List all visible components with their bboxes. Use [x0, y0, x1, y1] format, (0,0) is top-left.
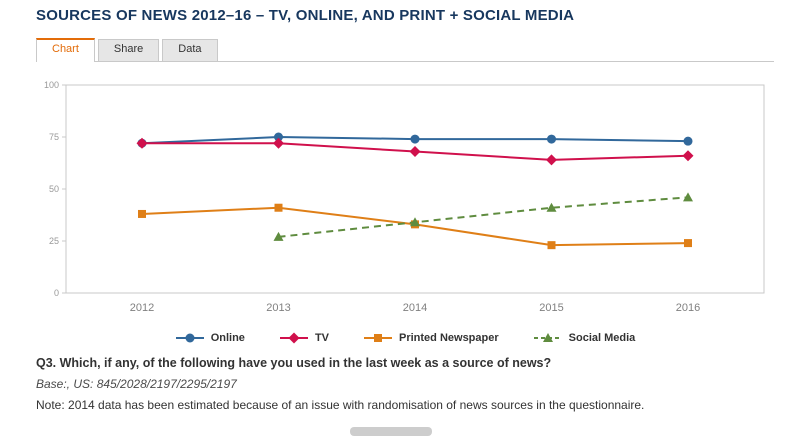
legend-label: Printed Newspaper — [399, 332, 499, 344]
note-text: Note: 2014 data has been estimated becau… — [36, 398, 645, 412]
line-chart: 0 25 50 75 100 2012 2013 2014 2015 2016 — [44, 80, 765, 314]
data-point-tv[interactable] — [136, 137, 148, 149]
square-marker-icon — [364, 334, 392, 342]
base-text: Base:, US: 845/2028/2197/2295/2197 — [36, 377, 237, 391]
y-axis-label: 50 — [49, 184, 59, 194]
legend-label: Online — [210, 332, 245, 344]
page-title: SOURCES OF NEWS 2012–16 – TV, ONLINE, AN… — [36, 7, 575, 24]
data-point-social-media[interactable] — [273, 231, 284, 241]
series-line-social-media — [278, 196, 689, 238]
y-axis-label: 75 — [49, 132, 59, 142]
legend-item-social-media[interactable]: Social Media — [533, 331, 636, 345]
y-axis-label: 25 — [49, 236, 59, 246]
data-point-social-media[interactable] — [683, 192, 693, 202]
tab-data[interactable]: Data — [162, 39, 218, 61]
tab-bar: Chart Share Data — [36, 38, 774, 62]
legend-item-online[interactable]: Online — [175, 331, 245, 345]
data-point-printed-newspaper[interactable] — [274, 203, 283, 212]
tab-share[interactable]: Share — [97, 39, 160, 61]
data-point-tv[interactable] — [682, 150, 694, 162]
data-point-social-media[interactable] — [410, 217, 420, 227]
x-axis-label: 2013 — [266, 302, 290, 314]
diamond-marker-icon — [279, 332, 308, 344]
y-axis-label: 0 — [54, 288, 59, 298]
data-point-online[interactable] — [547, 134, 556, 144]
data-point-tv[interactable] — [409, 146, 421, 158]
legend-item-printed-newspaper[interactable]: Printed Newspaper — [363, 331, 499, 345]
question-text: Q3. Which, if any, of the following have… — [36, 356, 552, 370]
data-point-online[interactable] — [274, 132, 283, 142]
data-point-online[interactable] — [410, 134, 420, 144]
x-axis-label: 2012 — [130, 302, 154, 314]
triangle-marker-icon — [533, 333, 562, 342]
x-axis-label: 2014 — [403, 302, 427, 314]
horizontal-scrollbar-thumb[interactable] — [350, 427, 432, 436]
data-point-printed-newspaper[interactable] — [138, 209, 146, 218]
legend-label: TV — [314, 332, 329, 344]
data-point-social-media[interactable] — [546, 202, 557, 212]
chart-legend: Online TV Printed Newspaper Social Media — [36, 328, 774, 348]
data-point-printed-newspaper[interactable] — [547, 241, 556, 250]
data-point-tv[interactable] — [546, 154, 557, 166]
legend-item-tv[interactable]: TV — [279, 331, 329, 345]
x-axis-label: 2015 — [539, 302, 563, 314]
x-axis-label: 2016 — [676, 302, 700, 314]
tab-chart[interactable]: Chart — [36, 38, 95, 62]
data-point-tv[interactable] — [273, 137, 284, 149]
y-axis-label: 100 — [44, 80, 59, 90]
circle-marker-icon — [175, 333, 204, 343]
data-point-online[interactable] — [683, 136, 693, 146]
legend-label: Social Media — [568, 332, 636, 344]
data-point-printed-newspaper[interactable] — [684, 239, 692, 248]
